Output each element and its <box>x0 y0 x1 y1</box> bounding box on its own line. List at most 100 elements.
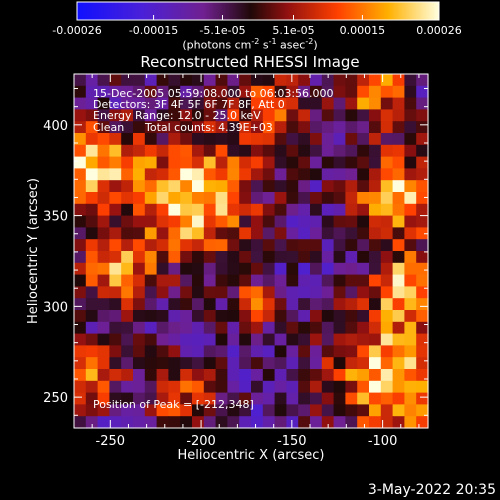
heatmap-cell <box>333 345 346 358</box>
heatmap-cell <box>369 156 382 169</box>
heatmap-cell <box>369 404 382 417</box>
heatmap-cell <box>416 97 429 110</box>
heatmap-cell <box>180 251 193 264</box>
heatmap-cell <box>251 215 264 228</box>
heatmap-cell <box>345 333 358 346</box>
heatmap-cell <box>404 97 417 110</box>
heatmap-cell <box>133 357 146 370</box>
heatmap-cell <box>416 310 429 323</box>
heatmap-cell <box>333 380 346 394</box>
heatmap-cell <box>321 321 335 335</box>
heatmap-cell <box>380 345 394 358</box>
heatmap-cell <box>357 133 370 146</box>
heatmap-cell <box>404 74 417 87</box>
heatmap-cell <box>286 192 299 205</box>
heatmap-cell <box>380 215 394 228</box>
heatmap-cell <box>180 286 193 299</box>
heatmap-cell <box>321 404 335 417</box>
heatmap-cell <box>416 121 429 134</box>
heatmap-cell <box>333 192 346 205</box>
heatmap-cell <box>286 380 299 394</box>
heatmap-cell <box>133 310 146 323</box>
heatmap-cell <box>345 416 358 429</box>
heatmap-cell <box>286 345 299 358</box>
heatmap-cell <box>239 321 252 335</box>
heatmap-cell <box>74 333 87 346</box>
heatmap-cell <box>239 298 252 311</box>
heatmap-cell <box>262 286 276 299</box>
heatmap-cell <box>121 369 134 382</box>
heatmap-cell <box>215 85 228 99</box>
heatmap-cell <box>274 345 287 358</box>
heatmap-cell <box>357 144 370 158</box>
heatmap-cell <box>369 203 382 217</box>
heatmap-cell <box>404 404 417 417</box>
heatmap-cell <box>321 357 335 370</box>
heatmap-cell <box>262 215 276 228</box>
heatmap-cell <box>251 239 264 252</box>
heatmap-cell <box>215 180 228 193</box>
heatmap-cell <box>215 168 228 181</box>
heatmap-cell <box>192 321 205 335</box>
heatmap-cell <box>274 262 287 276</box>
heatmap-cell <box>97 298 110 311</box>
heatmap-cell <box>133 251 146 264</box>
heatmap-cell <box>227 144 240 158</box>
heatmap-cell <box>180 192 193 205</box>
heatmap-cell <box>156 144 169 158</box>
heatmap-cell <box>262 239 276 252</box>
heatmap-cell <box>380 251 394 264</box>
heatmap-cell <box>298 310 311 323</box>
heatmap-cell <box>274 357 287 370</box>
heatmap-cell <box>74 203 87 217</box>
heatmap-cell <box>227 85 240 99</box>
heatmap-cell <box>215 286 228 299</box>
heatmap-cell <box>74 310 87 323</box>
heatmap-cell <box>416 357 429 370</box>
heatmap-cell <box>85 121 99 134</box>
heatmap-cell <box>286 357 299 370</box>
heatmap-cell <box>180 109 193 122</box>
heatmap-cell <box>85 74 99 87</box>
heatmap-cell <box>321 109 335 122</box>
heatmap-cell <box>251 251 264 264</box>
heatmap-cell <box>97 416 110 429</box>
heatmap-cell <box>274 74 287 87</box>
heatmap-cell <box>251 144 264 158</box>
heatmap-cell <box>180 239 193 252</box>
heatmap-cell <box>333 74 346 87</box>
heatmap-cell <box>133 97 146 110</box>
heatmap-cell <box>298 85 311 99</box>
heatmap-cell <box>333 85 346 99</box>
heatmap-cell <box>203 321 217 335</box>
heatmap-cell <box>109 274 122 287</box>
heatmap-cell <box>144 310 158 323</box>
heatmap-cell <box>97 251 110 264</box>
heatmap-cell <box>392 227 405 240</box>
heatmap-cell <box>227 345 240 358</box>
heatmap-cell <box>310 192 323 205</box>
heatmap-cell <box>239 369 252 382</box>
heatmap-cell <box>97 392 110 405</box>
heatmap-cell <box>85 251 99 264</box>
heatmap-cell <box>109 321 122 335</box>
heatmap-cell <box>298 298 311 311</box>
heatmap-cell <box>262 380 276 394</box>
heatmap-cell <box>203 203 217 217</box>
heatmap-cell <box>180 144 193 158</box>
heatmap-cell <box>392 74 405 87</box>
heatmap-cell <box>192 369 205 382</box>
heatmap-cell <box>380 192 394 205</box>
heatmap-cell <box>239 215 252 228</box>
heatmap-cell <box>74 215 87 228</box>
heatmap-cell <box>310 333 323 346</box>
heatmap-cell <box>262 274 276 287</box>
heatmap-cell <box>380 144 394 158</box>
heatmap-cell <box>97 97 110 110</box>
heatmap-cell <box>97 203 110 217</box>
heatmap-cell <box>404 357 417 370</box>
heatmap-cell <box>298 203 311 217</box>
heatmap-cell <box>180 369 193 382</box>
heatmap-cell <box>416 404 429 417</box>
heatmap-cell <box>85 203 99 217</box>
